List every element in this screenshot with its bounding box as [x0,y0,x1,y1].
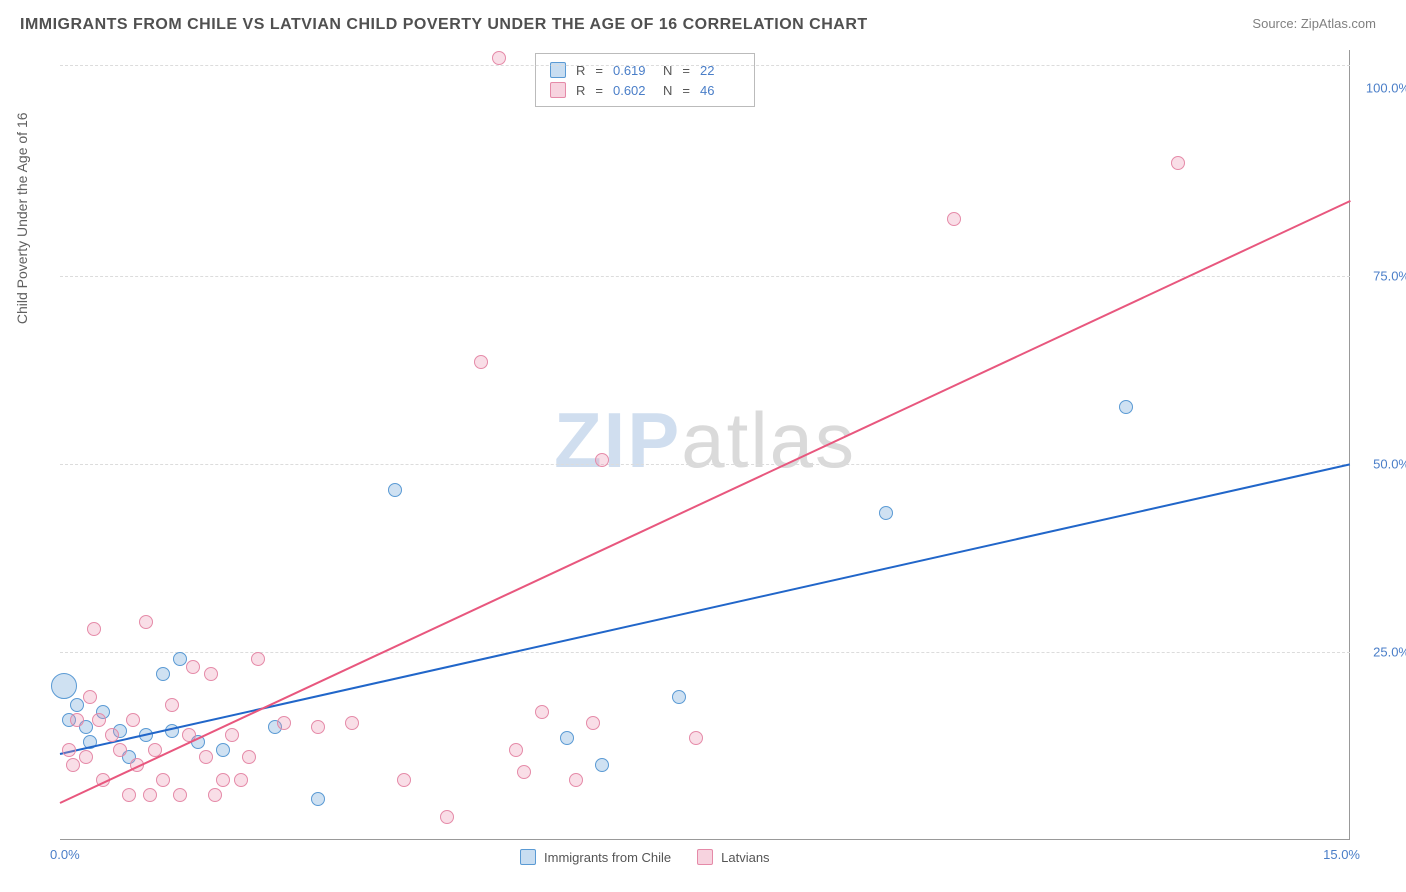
scatter-point [586,716,600,730]
y-tick-label: 25.0% [1373,644,1406,659]
scatter-point [397,773,411,787]
scatter-point [216,743,230,757]
y-axis-line-right [1349,50,1350,840]
legend-n-label: N [663,83,672,98]
scatter-point [560,731,574,745]
scatter-point [83,690,97,704]
legend-item-chile: Immigrants from Chile [520,849,671,865]
correlation-legend-row: R = 0.602 N = 46 [550,80,740,100]
swatch-blue-icon [520,849,536,865]
y-tick-label: 100.0% [1366,80,1406,95]
watermark-zip: ZIP [554,396,681,484]
scatter-point [345,716,359,730]
scatter-point [517,765,531,779]
scatter-point [204,667,218,681]
scatter-point [139,615,153,629]
scatter-point [173,788,187,802]
scatter-point [173,652,187,666]
scatter-point [569,773,583,787]
scatter-point [113,743,127,757]
swatch-pink-icon [697,849,713,865]
legend-equals: = [682,83,690,98]
grid-line [60,276,1350,277]
scatter-point [62,743,76,757]
legend-r-value: 0.602 [613,83,653,98]
scatter-point [509,743,523,757]
scatter-point [1171,156,1185,170]
scatter-point [143,788,157,802]
scatter-point [199,750,213,764]
x-tick-label: 15.0% [1323,847,1360,862]
scatter-point [186,660,200,674]
grid-line [60,464,1350,465]
scatter-point [242,750,256,764]
correlation-legend-row: R=0.619N=22 [550,60,740,80]
scatter-point [311,720,325,734]
legend-n-value: 46 [700,83,740,98]
trend-line [60,201,1351,805]
scatter-point [234,773,248,787]
source-name: ZipAtlas.com [1301,16,1376,31]
scatter-point [165,698,179,712]
scatter-point [689,731,703,745]
y-tick-label: 50.0% [1373,456,1406,471]
scatter-point [595,453,609,467]
scatter-point [492,51,506,65]
scatter-point [87,622,101,636]
grid-line [60,65,1350,66]
watermark: ZIPatlas [554,395,856,486]
legend-equals: = [595,83,603,98]
y-axis-label: Child Poverty Under the Age of 16 [14,112,30,324]
legend-item-latvians: Latvians [697,849,769,865]
scatter-point [66,758,80,772]
scatter-point [277,716,291,730]
scatter-point [216,773,230,787]
scatter-point [105,728,119,742]
legend-r-label: R [576,83,585,98]
chart-title: IMMIGRANTS FROM CHILE VS LATVIAN CHILD P… [20,16,868,34]
scatter-point [311,792,325,806]
scatter-point [388,483,402,497]
plot-area: ZIPatlas R=0.619N=22R=0.602N=46 Immigran… [60,50,1350,840]
scatter-point [51,673,77,699]
swatch-pink-icon [550,82,566,98]
scatter-point [70,713,84,727]
scatter-point [156,667,170,681]
source-label: Source: [1252,16,1297,31]
scatter-point [595,758,609,772]
scatter-point [225,728,239,742]
y-tick-label: 75.0% [1373,268,1406,283]
correlation-legend: R=0.619N=22 R = 0.602 N = 46 [535,53,755,107]
scatter-point [474,355,488,369]
scatter-point [126,713,140,727]
x-tick-label: 0.0% [50,847,80,862]
scatter-point [1119,400,1133,414]
legend-label-latvians: Latvians [721,850,769,865]
scatter-point [535,705,549,719]
scatter-point [947,212,961,226]
scatter-point [672,690,686,704]
scatter-point [440,810,454,824]
scatter-point [70,698,84,712]
scatter-point [208,788,222,802]
scatter-point [92,713,106,727]
scatter-point [251,652,265,666]
scatter-point [79,750,93,764]
series-legend: Immigrants from Chile Latvians [520,849,770,865]
source-attribution: Source: ZipAtlas.com [1252,16,1376,31]
scatter-point [122,788,136,802]
legend-label-chile: Immigrants from Chile [544,850,671,865]
x-axis-line [60,839,1350,840]
scatter-point [156,773,170,787]
scatter-point [879,506,893,520]
